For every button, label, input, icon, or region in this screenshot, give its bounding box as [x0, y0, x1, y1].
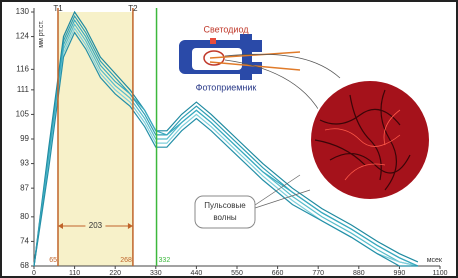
y-axis-label: мм рт.ст. — [38, 20, 45, 48]
led — [210, 38, 216, 44]
capillary-image — [310, 80, 430, 200]
x-tick-label: 1100 — [432, 270, 447, 277]
x-tick-label: 110 — [69, 270, 80, 277]
y-tick-label: 87 — [20, 183, 29, 192]
x-tick-label: 990 — [394, 270, 406, 277]
y-tick-label: 93 — [20, 159, 29, 168]
x-tick-label: 440 — [191, 270, 203, 277]
marker-value: 65 — [49, 257, 57, 264]
x-tick-label: 770 — [312, 270, 324, 277]
photo-label: Фотоприемник — [196, 82, 257, 92]
y-tick-label: 130 — [16, 7, 30, 16]
marker-value: 332 — [159, 257, 171, 264]
x-axis-label: мсек — [427, 257, 443, 264]
x-tick-label: 550 — [231, 270, 243, 277]
pulse-label: Пульсовые — [204, 201, 246, 210]
y-tick-label: 80 — [20, 212, 29, 221]
y-tick-label: 74 — [20, 237, 29, 246]
interval-label: 203 — [89, 221, 103, 230]
chart: 130 124 116 111 105 99 93 87 80 74 680 110 220 330 440… — [0, 0, 458, 278]
y-tick-label: 111 — [17, 85, 30, 94]
y-tick-label: 68 — [20, 261, 29, 270]
x-tick-label: 330 — [150, 270, 162, 277]
y-tick-label: 105 — [16, 110, 30, 119]
x-tick-label: 660 — [272, 270, 284, 277]
pulse-label: волны — [213, 213, 237, 222]
x-tick-label: 0 — [32, 270, 36, 277]
led-label: Светодиод — [203, 24, 249, 34]
y-tick-label: 116 — [16, 64, 29, 73]
marker-label: T2 — [128, 4, 138, 13]
y-tick-label: 99 — [20, 134, 29, 143]
x-tick-label: 880 — [353, 270, 365, 277]
marker-value: 268 — [120, 257, 132, 264]
marker-label: T1 — [53, 4, 63, 13]
x-tick-label: 220 — [109, 270, 121, 277]
y-tick-label: 124 — [16, 32, 30, 41]
